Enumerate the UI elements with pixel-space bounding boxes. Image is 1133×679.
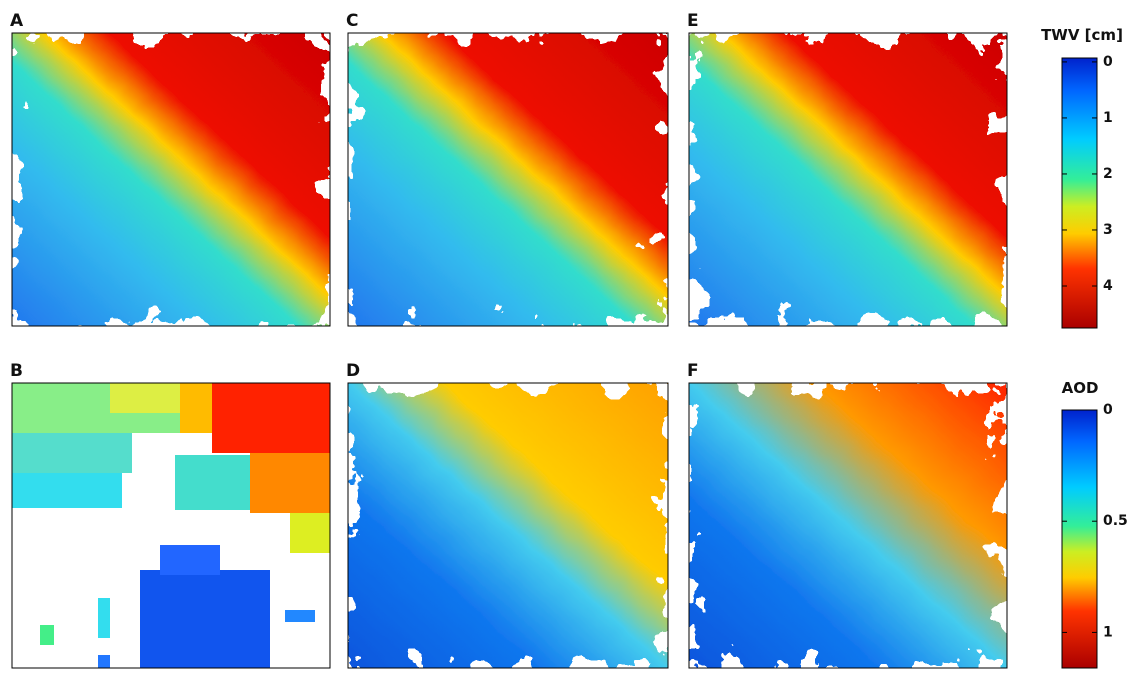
tick-label: 2: [1103, 166, 1113, 182]
colorbar-title: AOD: [1062, 379, 1099, 397]
map-a: [12, 33, 330, 326]
panel-label: B: [10, 361, 23, 381]
colorbar: [1061, 409, 1098, 669]
map-panels: [11, 32, 1008, 669]
tick-label: 3: [1103, 222, 1113, 238]
map-f: [689, 383, 1007, 668]
panel-label: F: [687, 361, 699, 381]
tick-label: 1: [1103, 624, 1113, 640]
panel-label: C: [346, 11, 358, 31]
tick-label: 0: [1103, 54, 1113, 70]
tick-label: 0: [1103, 402, 1113, 418]
map-b: [12, 383, 330, 668]
map-c: [348, 33, 668, 326]
colorbar: [1061, 57, 1098, 329]
panel-label: A: [10, 11, 24, 31]
panel-label: D: [346, 361, 360, 381]
map-d: [348, 383, 668, 668]
colorbar-title: TWV [cm]: [1041, 26, 1123, 44]
panel-label: E: [687, 11, 699, 31]
tick-label: 1: [1103, 110, 1113, 126]
map-e: [689, 33, 1007, 326]
tick-label: 4: [1103, 278, 1113, 294]
tick-label: 0.5: [1103, 513, 1128, 529]
